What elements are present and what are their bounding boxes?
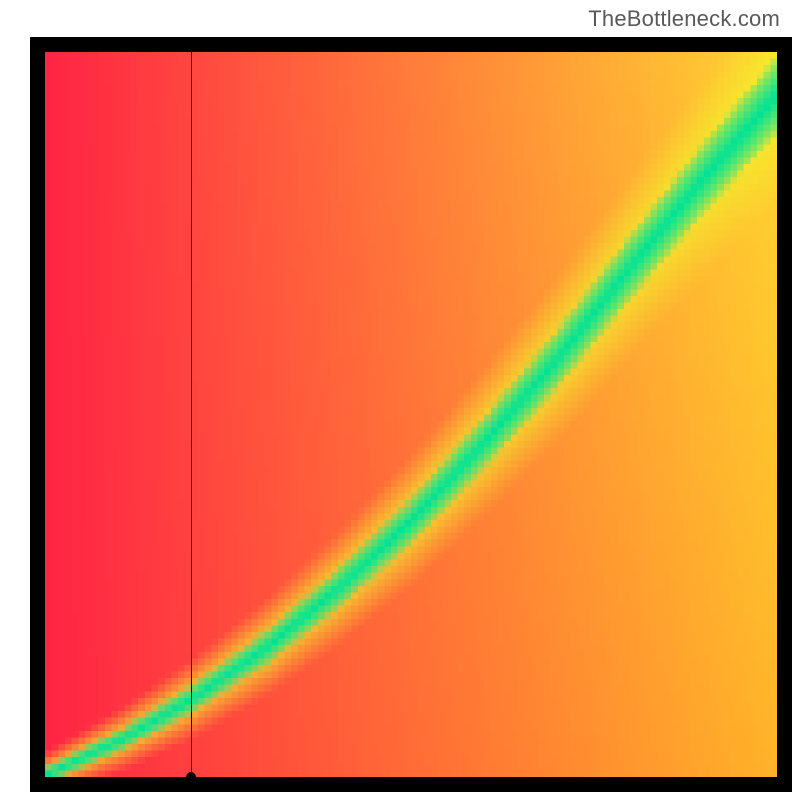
frame-right [777,37,792,792]
heatmap-plot [45,52,777,777]
chart-container: TheBottleneck.com [0,0,800,800]
watermark-text: TheBottleneck.com [588,6,780,32]
crosshair-vertical [191,52,192,777]
heatmap-canvas [45,52,777,777]
crosshair-marker[interactable] [186,772,196,777]
frame-left [30,37,45,792]
frame-bottom [30,777,792,792]
frame-top [30,37,792,52]
